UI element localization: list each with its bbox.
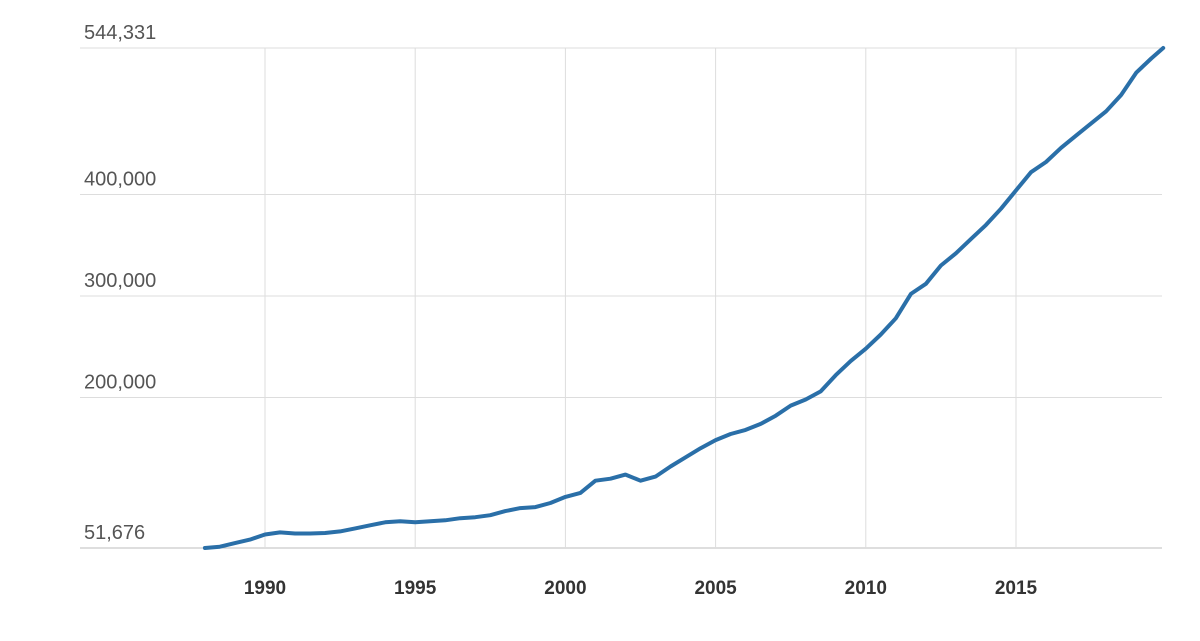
x-axis-tick-labels: 1990 1995 2000 2005 2010 2015	[244, 578, 1038, 599]
y-tick-label: 200,000	[84, 371, 156, 393]
x-tick-label: 2015	[995, 578, 1038, 599]
x-tick-label: 2010	[845, 578, 887, 599]
y-axis-tick-labels: 51,676 200,000 300,000 400,000 544,331	[84, 22, 156, 544]
series-lines	[202, 46, 1166, 550]
x-tick-label: 2000	[544, 578, 586, 599]
y-tick-label: 51,676	[84, 522, 145, 544]
y-tick-label: 544,331	[84, 22, 156, 44]
x-tick-label: 1990	[244, 578, 286, 599]
series-line	[202, 46, 1166, 550]
x-tick-label: 2005	[694, 578, 737, 599]
y-tick-label: 300,000	[84, 270, 156, 292]
grid-lines	[80, 47, 1162, 549]
x-tick-label: 1995	[394, 578, 437, 599]
y-tick-label: 400,000	[84, 168, 156, 190]
